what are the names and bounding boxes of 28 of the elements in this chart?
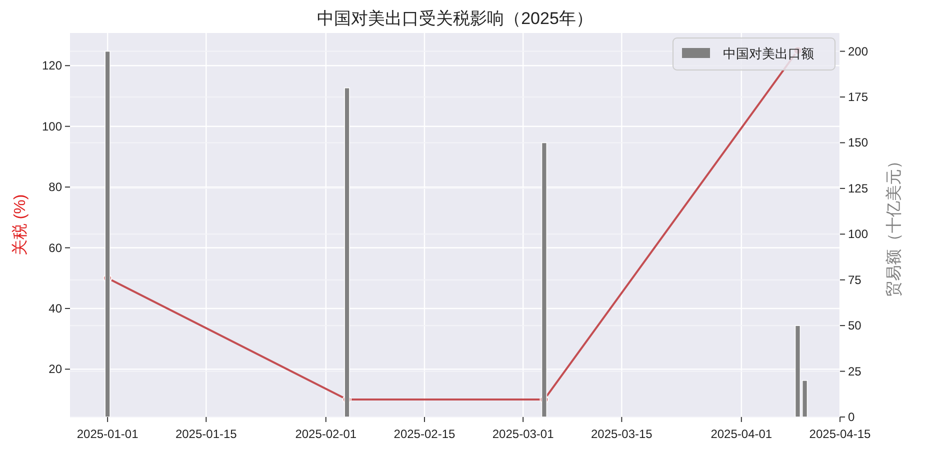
chart-title: 中国对美出口受关税影响（2025年）	[317, 9, 593, 28]
y-tick-label: 100	[42, 119, 62, 134]
y2-tick-label: 0	[848, 410, 855, 424]
legend: 中国对美出口额	[672, 38, 836, 70]
y2-tick-label: 25	[848, 364, 862, 378]
x-tick-label: 2025-02-01	[295, 427, 357, 441]
y-tick-label: 60	[48, 240, 62, 255]
x-tick-label: 2025-01-01	[76, 427, 139, 441]
x-tick-label: 2025-03-15	[590, 427, 653, 441]
y2-tick-label: 100	[848, 227, 868, 242]
y2-tick-label: 175	[848, 90, 868, 104]
y2-tick-label: 125	[848, 181, 868, 196]
x-tick-label: 2025-01-15	[175, 427, 238, 441]
y2-tick-label: 50	[848, 318, 862, 333]
y-tick-label: 120	[42, 58, 62, 73]
x-tick-label: 2025-02-15	[394, 427, 456, 441]
y-tick-label: 20	[48, 362, 62, 376]
x-tick-label: 2025-03-01	[492, 427, 554, 441]
y-axis-title: 关税 (%)	[11, 194, 29, 256]
y2-tick-label: 150	[848, 136, 868, 150]
y-tick-label: 80	[48, 180, 62, 194]
y2-tick-label: 75	[848, 272, 862, 287]
y2-axis-title: 贸易额（十亿美元）	[885, 153, 903, 297]
legend-label: 中国对美出口额	[723, 46, 814, 61]
y-tick-label: 40	[48, 301, 62, 316]
x-tick-label: 2025-04-15	[809, 427, 872, 441]
x-tick-label: 2025-04-01	[710, 427, 772, 441]
y2-tick-label: 200	[848, 44, 868, 58]
